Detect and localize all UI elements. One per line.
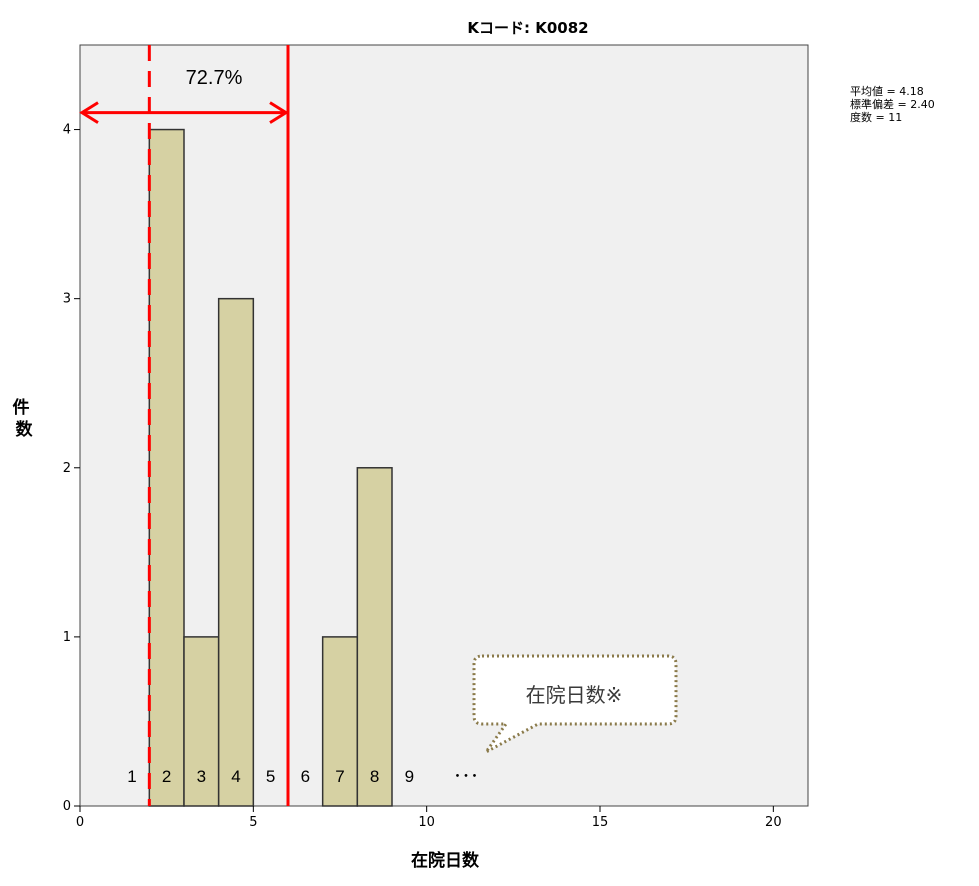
x-tick-label: 0 bbox=[76, 815, 84, 830]
bin-number-5: 5 bbox=[266, 767, 275, 786]
bar-0 bbox=[148, 128, 185, 807]
y-tick-label: 0 bbox=[63, 799, 71, 814]
stat-stddev: 標準偏差 = 2.40 bbox=[850, 97, 935, 111]
range-percent-label: 72.7% bbox=[186, 67, 243, 89]
y-axis: 0 1 2 3 4 bbox=[63, 123, 80, 814]
bin-number-6: 6 bbox=[301, 767, 310, 786]
y-tick-label: 3 bbox=[63, 292, 71, 307]
bars-group bbox=[148, 128, 393, 807]
y-tick-label: 2 bbox=[63, 461, 71, 476]
bin-number-8: 8 bbox=[370, 767, 379, 786]
x-tick-label: 5 bbox=[249, 815, 257, 830]
stat-count: 度数 = 11 bbox=[850, 110, 902, 124]
y-axis-label: 件 数 bbox=[13, 397, 36, 440]
y-tick-label: 1 bbox=[63, 630, 71, 645]
callout-bubble: 在院日数※ bbox=[472, 654, 678, 754]
x-axis-label: 在院日数 bbox=[411, 850, 480, 871]
range-annotation: 72.7% bbox=[79, 45, 290, 806]
bin-number-4: 4 bbox=[231, 767, 240, 786]
y-tick-label: 4 bbox=[63, 123, 71, 138]
chart-title: Kコード: K0082 bbox=[467, 19, 588, 37]
x-tick-label: 20 bbox=[765, 815, 782, 830]
bar-1 bbox=[183, 636, 220, 807]
bin-number-7: 7 bbox=[335, 767, 344, 786]
arrow-head-left bbox=[79, 101, 99, 124]
bin-number-2: 2 bbox=[162, 767, 171, 786]
x-tick-label: 10 bbox=[418, 815, 435, 830]
stat-mean: 平均値 = 4.18 bbox=[850, 85, 924, 98]
x-tick-label: 15 bbox=[592, 815, 609, 830]
bin-number-9: 9 bbox=[405, 767, 414, 786]
bin-number-3: 3 bbox=[197, 767, 206, 786]
callout-text: 在院日数※ bbox=[526, 683, 623, 707]
bin-number-1: 1 bbox=[127, 767, 136, 786]
bar-3 bbox=[321, 636, 359, 807]
x-axis: 0 5 10 15 20 bbox=[76, 806, 782, 830]
bin-number-labels: 1 2 3 4 5 6 7 8 9 bbox=[127, 767, 414, 786]
bin-ellipsis: ･･･ bbox=[453, 767, 479, 786]
bar-2 bbox=[217, 297, 255, 807]
stats-box: 平均値 = 4.18 標準偏差 = 2.40 度数 = 11 bbox=[850, 85, 935, 124]
bar-4 bbox=[356, 467, 393, 807]
arrow-head-right bbox=[269, 101, 289, 124]
